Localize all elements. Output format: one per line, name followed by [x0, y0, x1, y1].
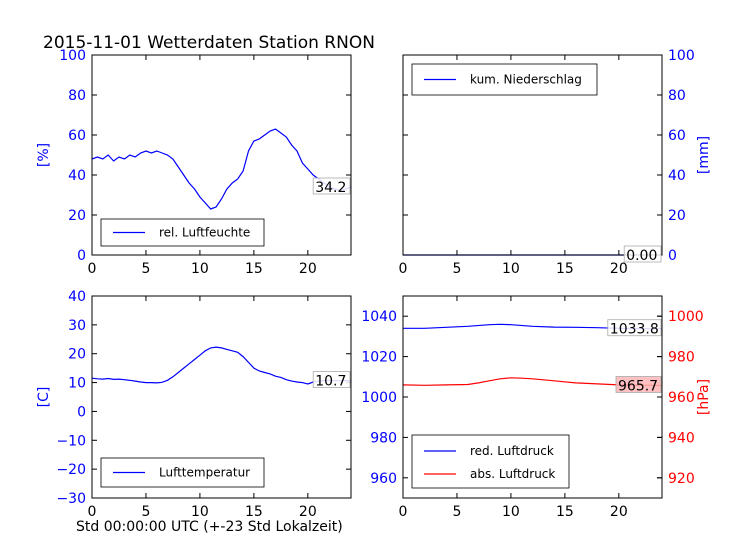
pressure-y2-tick-label: 1000 [668, 309, 704, 325]
humidity-x-tick-label: 0 [88, 261, 97, 277]
temperature-y-tick-label: 40 [68, 289, 86, 305]
precipitation-x-tick-label: 5 [452, 261, 461, 277]
temperature-y-axis-label: [C] [36, 387, 52, 408]
pressure-y2-tick-label: 960 [668, 390, 695, 406]
humidity-y-tick-label: 40 [68, 168, 86, 184]
temperature-legend-label: Lufttemperatur [159, 466, 250, 480]
precipitation-y-tick-label: 80 [668, 88, 686, 104]
temperature-y-tick-label: −30 [56, 491, 86, 507]
pressure-legend-label: red. Luftdruck [470, 444, 554, 458]
temperature-x-tick-label: 10 [191, 504, 209, 520]
pressure-y-tick-label: 1000 [361, 390, 397, 406]
precipitation-value-label: 0.00 [626, 248, 657, 264]
pressure-y2-tick-label: 940 [668, 430, 695, 446]
pressure-value-box [607, 319, 662, 337]
precipitation-panel: 0 5 10 15 20 0 20 40 60 80 100 [mm] kum. Niederschla… [399, 48, 712, 277]
humidity-x-tick-label: 20 [299, 261, 317, 277]
temperature-series-line-0 [91, 346, 351, 385]
precipitation-x-tick-label: 0 [399, 261, 408, 277]
precipitation-y-axis-label: [mm] [696, 136, 712, 174]
pressure-series-line-1 [402, 377, 663, 387]
pressure-legend-box [411, 434, 570, 489]
pressure-y-axis-label: [hPa] [696, 379, 712, 415]
humidity-x-tick-label: 10 [191, 261, 209, 277]
temperature-y-tick-label: 20 [68, 347, 86, 363]
precipitation-legend-label: kum. Niederschlag [470, 73, 582, 87]
humidity-panel: 0 5 10 15 20 0 20 40 60 80 100 [%] rel. Luftfeuchte 3… [36, 48, 352, 277]
temperature-x-tick-label: 15 [245, 504, 263, 520]
temperature-x-tick-label: 5 [141, 504, 150, 520]
precipitation-x-tick-label: 15 [556, 261, 574, 277]
pressure-y-tick-label: 960 [370, 471, 397, 487]
temperature-y-tick-label: −10 [56, 433, 86, 449]
pressure-y-tick-label: 980 [370, 430, 397, 446]
pressure-y-tick-label: 1040 [361, 309, 397, 325]
precipitation-axes-frame [402, 54, 663, 256]
precipitation-x-tick-label: 20 [610, 261, 628, 277]
precipitation-y-tick-label: 0 [668, 248, 677, 264]
pressure-y-tick-label: 1020 [361, 350, 397, 366]
temperature-y-tick-label: 30 [68, 318, 86, 334]
pressure-y2-tick-label: 980 [668, 350, 695, 366]
shared-x-axis-label: Std 00:00:00 UTC (+-23 Std Lokalzeit) [76, 519, 343, 535]
precipitation-y-tick-label: 100 [668, 48, 695, 64]
precipitation-value-box [623, 245, 662, 263]
humidity-y-tick-label: 80 [68, 88, 86, 104]
pressure-x-tick-label: 10 [502, 504, 520, 520]
humidity-y-tick-label: 100 [59, 48, 86, 64]
humidity-value-label: 34.2 [315, 180, 346, 196]
humidity-x-tick-label: 5 [141, 261, 150, 277]
precipitation-y-tick-label: 40 [668, 168, 686, 184]
pressure-legend-label: abs. Luftdruck [470, 467, 555, 481]
humidity-y-tick-label: 60 [68, 128, 86, 144]
humidity-legend-label: rel. Luftfeuchte [159, 226, 250, 240]
humidity-x-tick-label: 15 [245, 261, 263, 277]
precipitation-x-tick-label: 10 [502, 261, 520, 277]
humidity-y-axis-label: [%] [36, 143, 52, 167]
pressure-x-tick-label: 15 [556, 504, 574, 520]
precipitation-y-tick-label: 60 [668, 128, 686, 144]
temperature-panel: 0 5 10 15 20 −30 −20 −10 0 10 20 30 40 [C] Lufttempera… [36, 289, 352, 520]
humidity-value-box [312, 177, 351, 195]
pressure-x-tick-label: 0 [399, 504, 408, 520]
temperature-value-box [312, 371, 351, 388]
humidity-axes-frame [91, 54, 352, 256]
precipitation-y-tick-label: 20 [668, 208, 686, 224]
temperature-y-tick-label: 10 [68, 376, 86, 392]
pressure-value-box [615, 376, 662, 393]
temperature-x-tick-label: 0 [88, 504, 97, 520]
temperature-value-label: 10.7 [315, 374, 346, 390]
temperature-y-tick-label: −20 [56, 462, 86, 478]
pressure-panel: 0 5 10 15 20 960 980 1000 1020 1040 920 940 960 980 10… [361, 295, 712, 520]
temperature-axes-frame [91, 295, 352, 499]
pressure-value-label: 965.7 [618, 378, 658, 394]
temperature-y-tick-label: 0 [77, 404, 86, 420]
pressure-y2-tick-label: 920 [668, 471, 695, 487]
humidity-y-tick-label: 0 [77, 248, 86, 264]
pressure-x-tick-label: 20 [610, 504, 628, 520]
pressure-value-label: 1033.8 [610, 322, 659, 338]
temperature-x-tick-label: 20 [299, 504, 317, 520]
figure-title: 2015-11-01 Wetterdaten Station RNON [43, 33, 375, 53]
pressure-x-tick-label: 5 [452, 504, 461, 520]
humidity-y-tick-label: 20 [68, 208, 86, 224]
humidity-series-line-0 [91, 128, 352, 210]
